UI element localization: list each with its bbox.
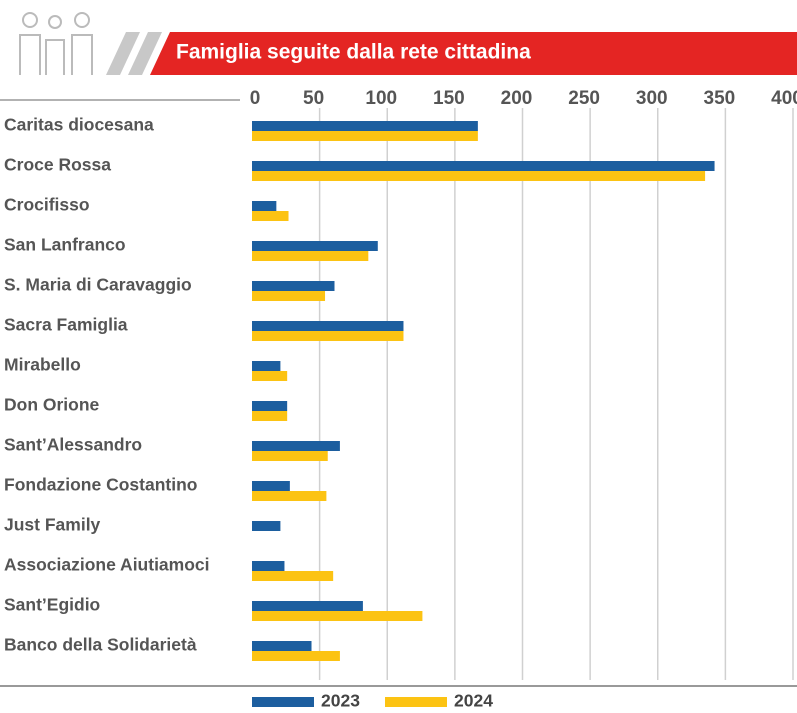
category-label: Caritas diocesana [4, 115, 154, 135]
category-label: Sant’Alessandro [4, 435, 142, 455]
bar [252, 211, 289, 221]
bar [252, 401, 288, 411]
x-tick-label: 0 [250, 88, 261, 109]
bar [252, 121, 478, 131]
x-tick-label: 350 [704, 88, 736, 109]
category-label: Sant’Egidio [4, 595, 100, 615]
category-label: Banco della Solidarietà [4, 635, 197, 655]
category-label: S. Maria di Caravaggio [4, 275, 192, 295]
category-label: Croce Rossa [4, 155, 111, 175]
category-label: San Lanfranco [4, 235, 126, 255]
bar [252, 361, 281, 371]
category-label: Crocifisso [4, 195, 90, 215]
bar [252, 281, 335, 291]
bar [252, 521, 281, 531]
bar [252, 291, 326, 301]
chart-title: Famiglia seguite dalla rete cittadina [176, 41, 531, 64]
bar [252, 331, 404, 341]
legend-label: 2023 [321, 691, 360, 711]
bar [252, 241, 378, 251]
category-label: Don Orione [4, 395, 100, 415]
bar [252, 251, 369, 261]
stripe [106, 32, 140, 75]
category-label: Fondazione Costantino [4, 475, 197, 495]
bar [252, 491, 327, 501]
x-tick-label: 200 [501, 88, 533, 109]
family-icon [19, 12, 93, 75]
bar [252, 161, 715, 171]
legend-swatch [385, 697, 447, 707]
bar [252, 641, 312, 651]
bar [252, 131, 478, 141]
bar [252, 571, 334, 581]
bar [252, 561, 285, 571]
legend-swatch [252, 697, 314, 707]
bar [252, 441, 340, 451]
category-label: Associazione Aiutiamoci [4, 555, 210, 575]
category-label: Just Family [4, 515, 101, 535]
bar [252, 451, 328, 461]
category-label: Mirabello [4, 355, 81, 375]
x-tick-label: 100 [365, 88, 397, 109]
x-tick-label: 400 [771, 88, 797, 109]
bar [252, 611, 423, 621]
x-tick-label: 250 [568, 88, 600, 109]
x-tick-label: 300 [636, 88, 668, 109]
category-label: Sacra Famiglia [4, 315, 128, 335]
bar [252, 321, 404, 331]
bar [252, 171, 706, 181]
stripe [128, 32, 162, 75]
bar [252, 371, 288, 381]
bar [252, 651, 340, 661]
bar [252, 481, 290, 491]
bar [252, 411, 288, 421]
x-tick-label: 50 [303, 88, 324, 109]
legend-label: 2024 [454, 691, 493, 711]
bar [252, 201, 277, 211]
title-banner [150, 32, 797, 75]
x-tick-label: 150 [433, 88, 465, 109]
bar [252, 601, 363, 611]
